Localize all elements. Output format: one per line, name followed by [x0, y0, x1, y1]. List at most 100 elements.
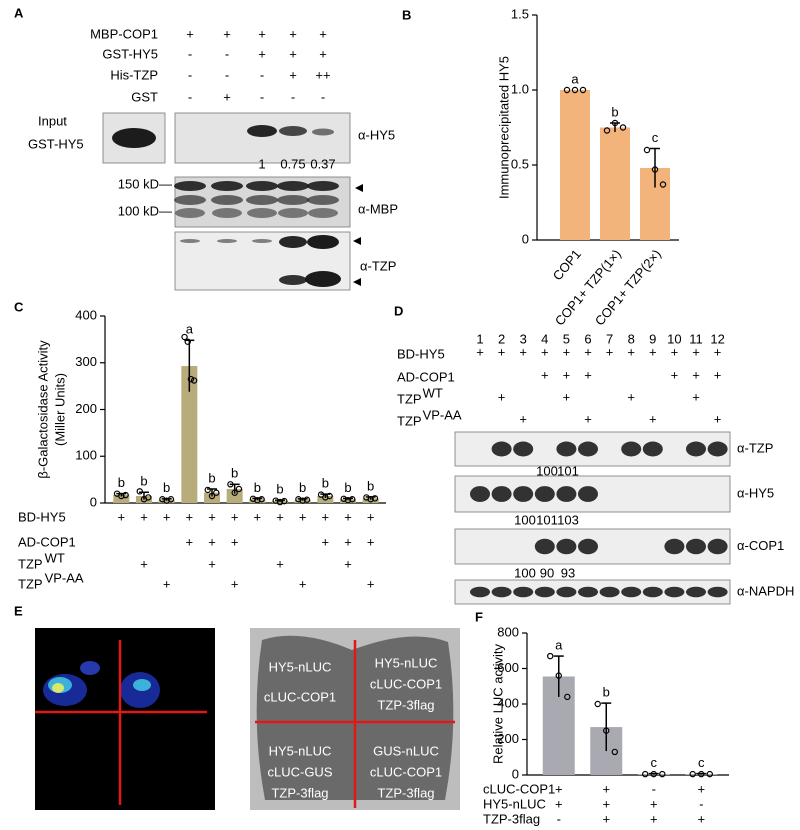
blot-band — [621, 441, 642, 457]
blot-band — [277, 195, 309, 205]
y-axis-label: Immunoprecipitated HY5 — [496, 56, 511, 199]
construct-label: cLUC-COP1 — [370, 676, 442, 691]
data-point — [642, 770, 649, 778]
sign: + — [186, 509, 194, 524]
blot-band — [211, 195, 243, 205]
data-point — [276, 498, 284, 506]
sign: + — [650, 796, 658, 811]
sign: + — [650, 811, 658, 826]
sign: + — [367, 576, 375, 591]
quant: 1 — [258, 156, 265, 171]
sign: + — [289, 46, 297, 61]
lane-number: 7 — [606, 331, 613, 346]
data-point — [619, 124, 627, 131]
significance-letter: b — [367, 478, 374, 493]
blot-band — [664, 538, 685, 555]
sign: + — [276, 556, 284, 571]
row-label: GST — [131, 89, 158, 104]
quant: 100 — [514, 565, 536, 580]
blot-band — [686, 441, 706, 457]
sign: + — [697, 781, 705, 796]
sign: + — [322, 509, 330, 524]
sign: - — [225, 46, 229, 61]
significance-letter: b — [208, 470, 215, 485]
blot-band — [513, 441, 534, 457]
y-tick-label: 0 — [90, 494, 97, 509]
blot-band — [491, 486, 512, 502]
y-tick-label: 1.5 — [511, 6, 529, 21]
input-sample: GST-HY5 — [28, 136, 84, 151]
y-axis-label: (Miller Units) — [52, 373, 67, 446]
data-point — [659, 181, 667, 188]
blot-band — [175, 208, 205, 218]
sign: + — [519, 344, 527, 359]
lane-number: 3 — [520, 331, 527, 346]
blot-band — [664, 586, 685, 598]
condition-label: HY5-nLUC — [483, 796, 546, 811]
construct-label: TZP-3flag — [377, 785, 434, 800]
data-point — [281, 497, 288, 505]
blot-band — [491, 586, 512, 598]
condition-sup: WT — [45, 550, 65, 565]
condition-label: BD-HY5 — [18, 509, 66, 524]
data-point — [603, 127, 611, 134]
data-point — [650, 770, 657, 778]
lane-number: 10 — [667, 331, 681, 346]
lane-number: 2 — [498, 331, 505, 346]
blot-band — [578, 538, 598, 555]
sign: + — [223, 26, 231, 41]
sign: + — [186, 534, 194, 549]
sign: + — [118, 509, 126, 524]
antibody-label: α-TZP — [360, 258, 396, 273]
blot-band — [599, 586, 620, 598]
blot-band — [279, 126, 307, 136]
sign: + — [231, 576, 239, 591]
significance-letter: b — [231, 466, 238, 481]
data-point — [643, 146, 651, 154]
sign: + — [692, 344, 700, 359]
sign: + — [692, 389, 700, 404]
data-point — [227, 481, 234, 488]
sign: + — [692, 367, 700, 382]
blot-band — [534, 538, 555, 555]
blot-band — [556, 441, 577, 457]
quant: 90 — [540, 565, 554, 580]
bar — [340, 499, 356, 503]
data-point — [208, 492, 216, 500]
sign: + — [476, 344, 484, 359]
data-point — [555, 672, 562, 679]
y-tick-label: 600 — [497, 660, 519, 675]
sign: + — [541, 344, 549, 359]
sign: + — [276, 509, 284, 524]
significance-letter: b — [611, 104, 618, 119]
sign: + — [319, 46, 327, 61]
condition-label: AD-COP1 — [18, 534, 76, 549]
sign: + — [231, 509, 239, 524]
sign: + — [714, 367, 722, 382]
significance-letter: c — [652, 130, 659, 145]
data-point — [303, 496, 311, 503]
y-tick-label: 100 — [75, 448, 97, 463]
panel-label: A — [14, 5, 24, 20]
data-point — [213, 489, 220, 496]
sign: + — [367, 509, 375, 524]
bar — [600, 127, 630, 240]
sign: + — [602, 796, 610, 811]
blot-band — [180, 239, 200, 243]
blot-band — [513, 586, 534, 598]
blot-band — [252, 239, 272, 243]
antibody-label: α-TZP — [737, 440, 773, 455]
blot-band — [513, 486, 534, 502]
lane-number: 8 — [628, 331, 635, 346]
construct-label: cLUC-COP1 — [370, 764, 442, 779]
data-point — [122, 491, 129, 499]
significance-letter: c — [651, 755, 658, 770]
sign: + — [208, 556, 216, 571]
y-tick-label: 800 — [497, 624, 519, 639]
luc-image — [35, 628, 215, 810]
sign: + — [606, 344, 614, 359]
bar — [560, 90, 590, 240]
lane-number: 9 — [649, 331, 656, 346]
sign: + — [322, 534, 330, 549]
row-label: TZP — [397, 391, 422, 406]
